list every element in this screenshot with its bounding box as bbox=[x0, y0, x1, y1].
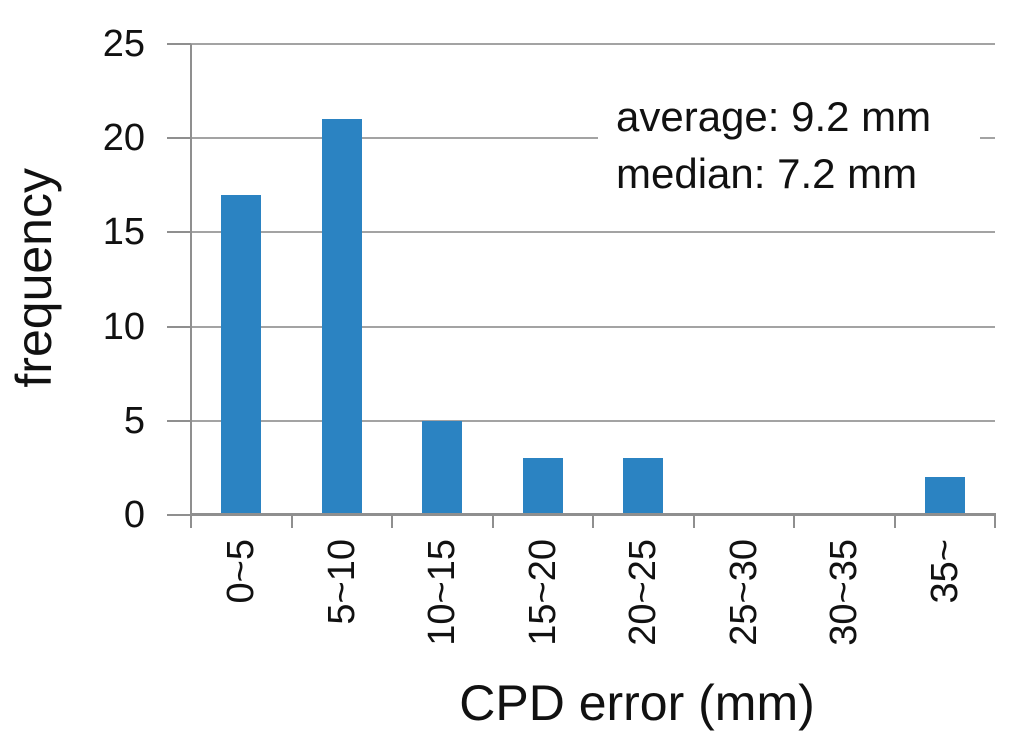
gridline bbox=[191, 43, 995, 45]
gridline bbox=[191, 325, 995, 328]
annotation-median: median: 7.2 mm bbox=[616, 150, 918, 197]
x-tick-label: 5~10 bbox=[320, 539, 363, 625]
x-tick-label: 30~35 bbox=[823, 539, 866, 646]
y-tick-label: 15 bbox=[102, 211, 145, 254]
x-tick-label: 35~ bbox=[923, 539, 966, 604]
y-axis-tick bbox=[167, 137, 191, 140]
y-tick-label: 20 bbox=[102, 117, 145, 160]
x-axis-line bbox=[190, 513, 996, 516]
x-axis-tick bbox=[793, 515, 795, 528]
y-axis-tick bbox=[167, 419, 191, 422]
y-axis-title: frequency bbox=[6, 168, 62, 388]
x-axis-title: CPD error (mm) bbox=[459, 675, 815, 731]
x-axis-tick bbox=[290, 515, 293, 528]
y-tick-label: 25 bbox=[102, 23, 145, 65]
gridline bbox=[191, 231, 995, 234]
bar bbox=[321, 119, 362, 515]
y-tick-label: 5 bbox=[123, 399, 145, 442]
y-tick-label: 10 bbox=[102, 305, 145, 348]
bar bbox=[221, 194, 262, 515]
x-axis-tick bbox=[592, 515, 594, 528]
y-axis-line bbox=[190, 44, 192, 528]
stats-annotation: average: 9.2 mm median: 7.2 mm bbox=[598, 82, 980, 210]
x-tick-label: 10~15 bbox=[421, 539, 464, 646]
plot-area: 0 5 10 15 20 25 0~5 5~10 10~15 15~20 20~25 25~30 30~… bbox=[103, 25, 996, 646]
y-axis-tick bbox=[167, 231, 191, 234]
x-tick-label: 25~30 bbox=[722, 539, 765, 646]
y-tick-label: 0 bbox=[123, 494, 145, 536]
bar bbox=[623, 458, 664, 515]
y-axis-tick bbox=[167, 514, 191, 516]
bar bbox=[522, 458, 563, 515]
x-axis-tick bbox=[994, 515, 996, 528]
x-tick-label: 20~25 bbox=[622, 539, 665, 646]
x-axis-tick bbox=[893, 515, 896, 528]
bar bbox=[422, 420, 463, 515]
bar bbox=[924, 477, 965, 515]
gridline bbox=[191, 419, 995, 422]
x-tick-label: 15~20 bbox=[521, 539, 564, 646]
x-tick-label: 0~5 bbox=[220, 539, 263, 604]
x-axis-tick bbox=[692, 515, 695, 528]
y-axis-tick bbox=[167, 43, 191, 45]
gridline bbox=[191, 137, 995, 140]
x-axis-tick bbox=[391, 515, 393, 528]
x-axis-tick bbox=[491, 515, 494, 528]
y-axis-tick bbox=[167, 325, 191, 328]
annotation-average: average: 9.2 mm bbox=[616, 93, 932, 140]
